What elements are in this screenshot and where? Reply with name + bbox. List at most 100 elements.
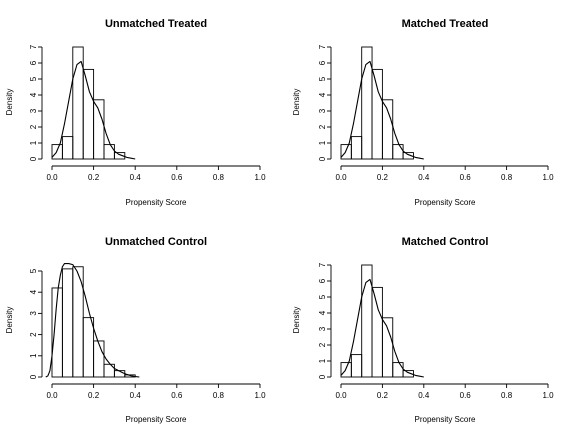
plot-area [340, 264, 424, 378]
x-tick-label: 0.0 [335, 173, 347, 182]
histogram-bar [93, 99, 105, 160]
histogram-bar [340, 144, 352, 160]
y-tick-label: 5 [318, 294, 327, 299]
y-tick-label: 0 [318, 374, 327, 379]
y-axis: 0 1 2 3 4 5 [29, 268, 43, 379]
histogram-bar [82, 317, 95, 378]
y-tick-label: 7 [318, 44, 327, 49]
y-tick-label: 1 [29, 353, 38, 358]
x-tick-label: 0.8 [501, 391, 513, 400]
x-tick-label: 0.6 [460, 173, 472, 182]
x-tick-label: 0.2 [377, 391, 389, 400]
y-tick-label: 1 [318, 358, 327, 363]
histogram-bar [340, 362, 352, 378]
x-tick-label: 0.0 [46, 173, 58, 182]
y-tick-label: 6 [318, 60, 327, 65]
x-tick-label: 1.0 [254, 391, 266, 400]
y-axis-label: Density [292, 89, 301, 116]
x-axis: 0.0 0.2 0.4 0.6 0.8 1.0 [335, 165, 554, 182]
y-tick-label: 2 [318, 124, 327, 129]
y-tick-label: 3 [318, 326, 327, 331]
histogram-bar [350, 136, 363, 160]
panel-unmatched-treated: Unmatched Treated Propensity Score Densi… [5, 18, 266, 207]
y-axis: 0 1 2 3 4 5 6 7 [318, 262, 332, 379]
x-axis-label: Propensity Score [415, 415, 476, 424]
y-tick-label: 5 [318, 76, 327, 81]
x-tick-label: 1.0 [542, 173, 554, 182]
panel-matched-control: Matched Control Propensity Score Density… [292, 236, 554, 424]
histogram-bar [61, 136, 74, 160]
histogram-bar [392, 362, 404, 378]
x-tick-label: 0.4 [418, 391, 430, 400]
y-tick-label: 0 [29, 374, 38, 379]
x-tick-label: 0.0 [335, 391, 347, 400]
density-curve [340, 60, 424, 160]
x-tick-label: 0.6 [460, 391, 472, 400]
y-tick-label: 5 [29, 268, 38, 273]
plot-area [45, 263, 140, 378]
histogram-bar [381, 317, 394, 378]
density-curve [340, 278, 424, 378]
y-tick-label: 4 [29, 289, 38, 294]
x-axis-label: Propensity Score [415, 198, 476, 207]
panel-title: Unmatched Control [105, 236, 207, 248]
histogram-bar [103, 144, 115, 160]
histogram-bar [392, 144, 404, 160]
plot-area [51, 46, 136, 160]
y-tick-label: 3 [29, 311, 38, 316]
histogram-bar [371, 286, 383, 378]
y-axis-label: Density [292, 307, 301, 334]
y-axis-label: Density [5, 89, 14, 116]
x-tick-label: 0.2 [88, 173, 100, 182]
x-tick-label: 1.0 [542, 391, 554, 400]
y-axis: 0 1 2 3 4 5 6 7 [29, 44, 43, 161]
y-tick-label: 2 [29, 124, 38, 129]
y-tick-label: 4 [318, 310, 327, 315]
y-tick-label: 3 [29, 108, 38, 113]
y-tick-label: 4 [318, 92, 327, 97]
x-tick-label: 0.4 [130, 173, 142, 182]
histogram-bar [113, 152, 126, 160]
plot-area [340, 46, 424, 160]
x-tick-label: 0.2 [88, 391, 100, 400]
x-tick-label: 0.4 [130, 391, 142, 400]
x-axis: 0.0 0.2 0.4 0.6 0.8 1.0 [335, 383, 554, 400]
histogram-bar [82, 68, 95, 160]
y-tick-label: 1 [29, 140, 38, 145]
x-tick-label: 1.0 [254, 173, 266, 182]
y-tick-label: 0 [318, 156, 327, 161]
y-tick-label: 2 [318, 342, 327, 347]
y-tick-label: 4 [29, 92, 38, 97]
x-tick-label: 0.8 [213, 391, 225, 400]
x-axis-label: Propensity Score [126, 415, 187, 424]
y-tick-label: 1 [318, 140, 327, 145]
y-tick-label: 7 [318, 262, 327, 267]
x-tick-label: 0.6 [171, 173, 183, 182]
panel-title: Matched Treated [402, 18, 489, 30]
histogram-bar [51, 144, 63, 160]
density-curve [45, 263, 140, 378]
histogram-bar [371, 68, 383, 160]
histogram-bar [402, 152, 414, 160]
x-axis: 0.0 0.2 0.4 0.6 0.8 1.0 [46, 383, 266, 400]
histogram-bar [402, 370, 414, 378]
x-tick-label: 0.0 [46, 391, 58, 400]
x-tick-label: 0.6 [171, 391, 183, 400]
y-axis: 0 1 2 3 4 5 6 7 [318, 44, 332, 161]
y-tick-label: 5 [29, 76, 38, 81]
x-axis: 0.0 0.2 0.4 0.6 0.8 1.0 [46, 165, 266, 182]
y-tick-label: 3 [318, 108, 327, 113]
x-axis-label: Propensity Score [126, 198, 187, 207]
y-tick-label: 0 [29, 156, 38, 161]
y-tick-label: 7 [29, 44, 38, 49]
panel-unmatched-control: Unmatched Control Propensity Score Densi… [5, 236, 266, 424]
histogram-bar [381, 99, 394, 160]
x-tick-label: 0.8 [501, 173, 513, 182]
y-tick-label: 6 [318, 278, 327, 283]
x-tick-label: 0.4 [418, 173, 430, 182]
histogram-bar [93, 340, 105, 378]
y-tick-label: 2 [29, 332, 38, 337]
y-axis-label: Density [5, 307, 14, 334]
y-tick-label: 6 [29, 60, 38, 65]
